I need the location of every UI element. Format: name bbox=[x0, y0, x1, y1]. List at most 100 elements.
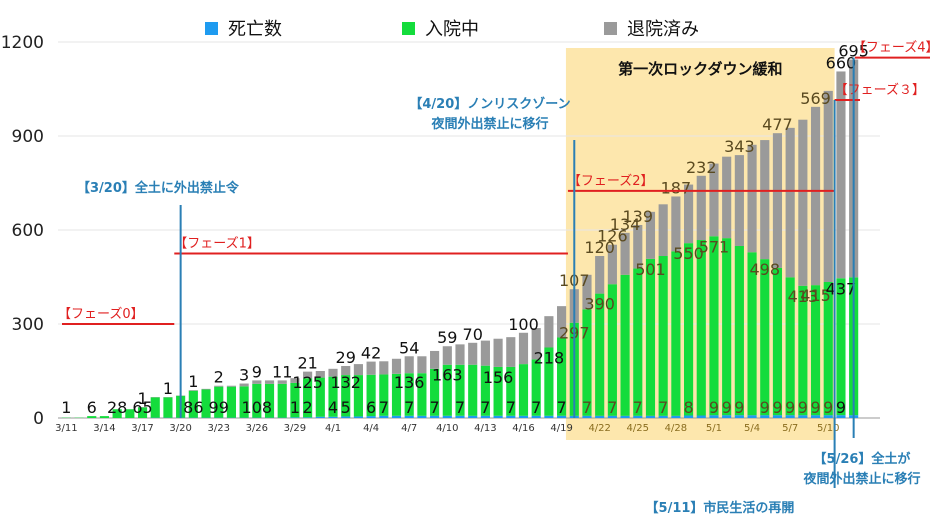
data-label: 2 bbox=[214, 368, 224, 387]
legend-swatch bbox=[402, 22, 415, 35]
x-tick-label: 4/16 bbox=[512, 423, 534, 434]
bar-hospitalized bbox=[697, 240, 706, 415]
data-label: 7 bbox=[455, 398, 465, 417]
legend-swatch bbox=[604, 22, 617, 35]
bar-discharged bbox=[379, 361, 388, 374]
data-label: 8 bbox=[683, 398, 693, 417]
bar-deaths bbox=[747, 415, 756, 418]
data-label: 390 bbox=[584, 295, 615, 314]
data-label: 7 bbox=[582, 398, 592, 417]
event-label: 夜間外出禁止に移行 bbox=[802, 471, 920, 487]
x-tick-label: 3/29 bbox=[284, 423, 306, 434]
data-label: 42 bbox=[361, 344, 381, 363]
event-label: 【5/26】全土が bbox=[814, 451, 911, 467]
data-label: 1 bbox=[163, 379, 173, 398]
event-label: 【4/20】ノンリスクゾーン bbox=[409, 96, 570, 112]
data-label: 125 bbox=[292, 373, 323, 392]
data-label: 86 bbox=[183, 398, 203, 417]
phase-label: 【フェーズ2】 bbox=[568, 173, 654, 189]
data-label: 571 bbox=[699, 237, 730, 256]
data-label: 9 bbox=[760, 398, 770, 417]
bar-hospitalized bbox=[671, 251, 680, 416]
data-label: 9 bbox=[772, 398, 782, 417]
bar-hospitalized bbox=[836, 278, 845, 415]
x-tick-label: 5/1 bbox=[706, 423, 722, 434]
x-tick-label: 4/28 bbox=[665, 423, 687, 434]
data-label: 1 bbox=[290, 398, 300, 417]
bar-discharged bbox=[722, 157, 731, 238]
bar-discharged bbox=[544, 316, 553, 347]
bar-discharged bbox=[659, 204, 668, 256]
data-label: 70 bbox=[463, 325, 483, 344]
phase-label: 【フェーズ4】 bbox=[853, 40, 937, 56]
data-label: 9 bbox=[810, 398, 820, 417]
bar-discharged bbox=[405, 356, 414, 373]
x-tick-label: 5/4 bbox=[744, 423, 760, 434]
data-label: 2 bbox=[303, 398, 313, 417]
event-label: 夜間外出禁止に移行 bbox=[430, 116, 548, 132]
bar-deaths bbox=[468, 416, 477, 418]
data-label: 498 bbox=[749, 260, 780, 279]
legend-label: 入院中 bbox=[425, 19, 479, 40]
bar-hospitalized bbox=[684, 243, 693, 415]
bar-deaths bbox=[417, 416, 426, 418]
bar-discharged bbox=[481, 341, 490, 366]
data-label: 7 bbox=[506, 398, 516, 417]
bar-discharged bbox=[697, 176, 706, 240]
bar-deaths bbox=[443, 416, 452, 418]
bar-deaths bbox=[544, 416, 553, 418]
bar-deaths bbox=[671, 416, 680, 418]
data-label: 7 bbox=[430, 398, 440, 417]
bar-deaths bbox=[354, 416, 363, 418]
phase-label: 【フェーズ0】 bbox=[58, 306, 144, 322]
legend-label: 退院済み bbox=[627, 19, 699, 40]
legend-label: 死亡数 bbox=[228, 19, 282, 40]
y-tick-label: 1200 bbox=[1, 33, 44, 53]
bar-hospitalized bbox=[760, 259, 769, 415]
data-label: 187 bbox=[661, 178, 692, 197]
bar-hospitalized bbox=[735, 246, 744, 415]
data-label: 501 bbox=[635, 260, 666, 279]
bar-discharged bbox=[671, 196, 680, 251]
data-label: 343 bbox=[724, 137, 755, 156]
x-tick-label: 4/25 bbox=[627, 423, 649, 434]
bar-discharged bbox=[443, 346, 452, 364]
bar-discharged bbox=[747, 145, 756, 252]
bar-deaths bbox=[697, 415, 706, 418]
x-tick-label: 4/10 bbox=[436, 423, 458, 434]
bar-deaths bbox=[519, 416, 528, 418]
data-label: 9 bbox=[722, 398, 732, 417]
bar-deaths bbox=[290, 417, 299, 418]
y-tick-label: 300 bbox=[12, 315, 44, 335]
bar-discharged bbox=[786, 128, 795, 277]
bar-discharged bbox=[468, 343, 477, 365]
data-label: 1 bbox=[188, 372, 198, 391]
bar-hospitalized bbox=[278, 384, 287, 418]
bar-discharged bbox=[417, 356, 426, 373]
bar-discharged bbox=[836, 71, 845, 278]
data-label: 139 bbox=[623, 207, 654, 226]
bar-discharged bbox=[392, 359, 401, 374]
x-tick-label: 3/23 bbox=[207, 423, 229, 434]
bar-discharged bbox=[227, 386, 236, 387]
bar-deaths bbox=[621, 416, 630, 418]
legend-swatch bbox=[205, 22, 218, 35]
bar-discharged bbox=[811, 107, 820, 285]
data-label: 9 bbox=[734, 398, 744, 417]
data-label: 7 bbox=[404, 398, 414, 417]
bar-discharged bbox=[519, 333, 528, 364]
data-label: 163 bbox=[432, 366, 463, 385]
bar-hospitalized bbox=[709, 236, 718, 415]
bar-discharged bbox=[824, 91, 833, 282]
bar-hospitalized bbox=[519, 364, 528, 416]
x-tick-label: 4/4 bbox=[363, 423, 379, 434]
data-label: 7 bbox=[607, 398, 617, 417]
x-tick-label: 4/7 bbox=[401, 423, 417, 434]
data-label: 9 bbox=[836, 398, 846, 417]
data-label: 11 bbox=[272, 362, 292, 381]
bar-discharged bbox=[595, 256, 604, 294]
bar-hospitalized bbox=[646, 259, 655, 416]
data-label: 108 bbox=[242, 398, 273, 417]
x-tick-label: 3/17 bbox=[131, 423, 153, 434]
